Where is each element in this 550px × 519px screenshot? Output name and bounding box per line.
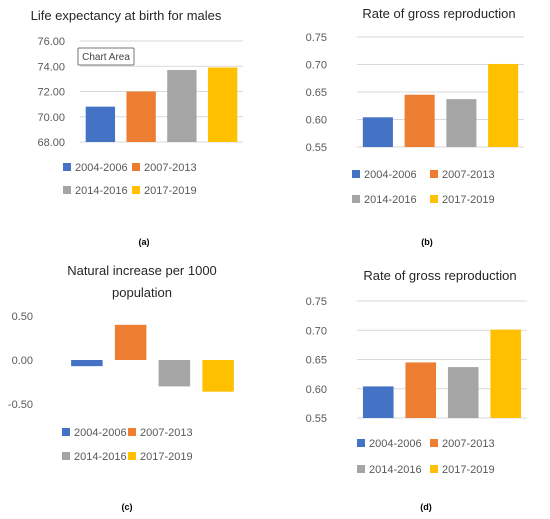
legend-label: 2004-2006 xyxy=(74,427,127,439)
tooltip-box xyxy=(77,47,135,66)
bar-2007-2013 xyxy=(404,94,435,147)
legend-swatch xyxy=(132,163,140,171)
bar-2014-2016 xyxy=(447,367,479,418)
legend-swatch xyxy=(63,186,71,194)
chart-panel-3: Natural increase per 1000 population -0.50… xyxy=(8,263,234,512)
chart-panel-4: Rate of gross reproduction 0.55 0.60 0.65 0.… xyxy=(306,268,527,512)
bar-2004-2006 xyxy=(85,106,116,142)
chart-panel-1: Life expectancy at birth for males 68.00 7… xyxy=(31,8,243,247)
y-tick-label: 76.00 xyxy=(37,36,65,48)
legend-label: 2007-2013 xyxy=(140,427,193,439)
y-tick-label: 0.70 xyxy=(306,60,327,72)
y-tick-label: 0.00 xyxy=(12,355,33,367)
legend-label: 2017-2019 xyxy=(144,185,197,197)
legend-label: 2014-2016 xyxy=(74,451,127,463)
legend-label: 2007-2013 xyxy=(442,169,495,181)
legend-swatch xyxy=(357,465,365,473)
y-tick-label: 0.50 xyxy=(12,311,33,323)
bar-2007-2013 xyxy=(126,91,156,142)
legend-swatch xyxy=(63,163,71,171)
bar-2014-2016 xyxy=(167,70,197,142)
bar-2017-2019 xyxy=(202,360,234,392)
bar-2014-2016 xyxy=(158,360,191,387)
chart-title: Rate of gross reproduction xyxy=(363,268,516,283)
legend-swatch xyxy=(62,452,70,460)
legend-swatch xyxy=(352,170,360,178)
legend-label: 2017-2019 xyxy=(140,451,193,463)
legend-swatch xyxy=(128,428,136,436)
bar-2007-2013 xyxy=(405,362,437,418)
y-tick-label: 68.00 xyxy=(37,137,65,149)
y-tick-label: 74.00 xyxy=(37,61,65,73)
y-tick-label: 0.75 xyxy=(306,32,327,44)
y-tick-label: 0.60 xyxy=(306,384,327,396)
legend-swatch xyxy=(430,170,438,178)
y-tick-label: 72.00 xyxy=(37,87,65,99)
chart-area-tooltip: Chart Area xyxy=(77,47,135,66)
bar-2007-2013 xyxy=(114,324,147,360)
y-tick-label: 0.75 xyxy=(306,296,327,308)
y-tick-label: -0.50 xyxy=(8,399,33,411)
legend-swatch xyxy=(430,195,438,203)
bar-2017-2019 xyxy=(207,67,238,142)
y-tick-label: 0.65 xyxy=(306,87,327,99)
y-tick-label: 0.70 xyxy=(306,325,327,337)
chart-title-line: Rate of gross reproduction xyxy=(363,268,516,283)
chart-title: Natural increase per 1000 population xyxy=(67,263,217,300)
y-tick-label: 70.00 xyxy=(37,112,65,124)
panel-label: (c) xyxy=(122,502,133,512)
y-tick-label: 0.55 xyxy=(306,142,327,154)
legend-label: 2004-2006 xyxy=(369,438,422,450)
legend-swatch xyxy=(62,428,70,436)
bar-2014-2016 xyxy=(446,99,477,147)
legend-swatch xyxy=(430,439,438,447)
panel-label: (b) xyxy=(421,237,433,247)
legend-label: 2004-2006 xyxy=(75,162,128,174)
chart-title-line: Natural increase per 1000 xyxy=(67,263,217,278)
legend-label: 2007-2013 xyxy=(144,162,197,174)
bar-2017-2019 xyxy=(488,63,519,148)
chart-title-line: Rate of gross reproduction xyxy=(362,6,515,21)
legend-label: 2007-2013 xyxy=(442,438,495,450)
tooltip-text: Chart Area xyxy=(82,52,130,63)
bar-2004-2006 xyxy=(71,360,103,367)
y-tick-label: 0.60 xyxy=(306,115,327,127)
chart-title-line: Life expectancy at birth for males xyxy=(31,8,222,23)
legend-swatch xyxy=(128,452,136,460)
legend-label: 2017-2019 xyxy=(442,194,495,206)
chart-title-line: population xyxy=(112,285,172,300)
bar-2004-2006 xyxy=(362,386,394,418)
chart-panel-2: Rate of gross reproduction 0.55 0.60 0.65 0.… xyxy=(306,6,524,247)
y-tick-label: 0.65 xyxy=(306,355,327,367)
chart-title: Rate of gross reproduction xyxy=(362,6,515,21)
legend-label: 2014-2016 xyxy=(364,194,417,206)
legend-label: 2004-2006 xyxy=(364,169,417,181)
legend-swatch xyxy=(352,195,360,203)
panel-label: (a) xyxy=(139,237,150,247)
chart-title: Life expectancy at birth for males xyxy=(31,8,222,23)
panel-label: (d) xyxy=(420,502,432,512)
y-tick-label: 0.55 xyxy=(306,413,327,425)
bar-2004-2006 xyxy=(362,117,393,147)
legend-swatch xyxy=(357,439,365,447)
legend-label: 2014-2016 xyxy=(75,185,128,197)
legend-swatch xyxy=(132,186,140,194)
legend-swatch xyxy=(430,465,438,473)
legend-label: 2014-2016 xyxy=(369,464,422,476)
bar-2017-2019 xyxy=(490,329,522,418)
legend-label: 2017-2019 xyxy=(442,464,495,476)
